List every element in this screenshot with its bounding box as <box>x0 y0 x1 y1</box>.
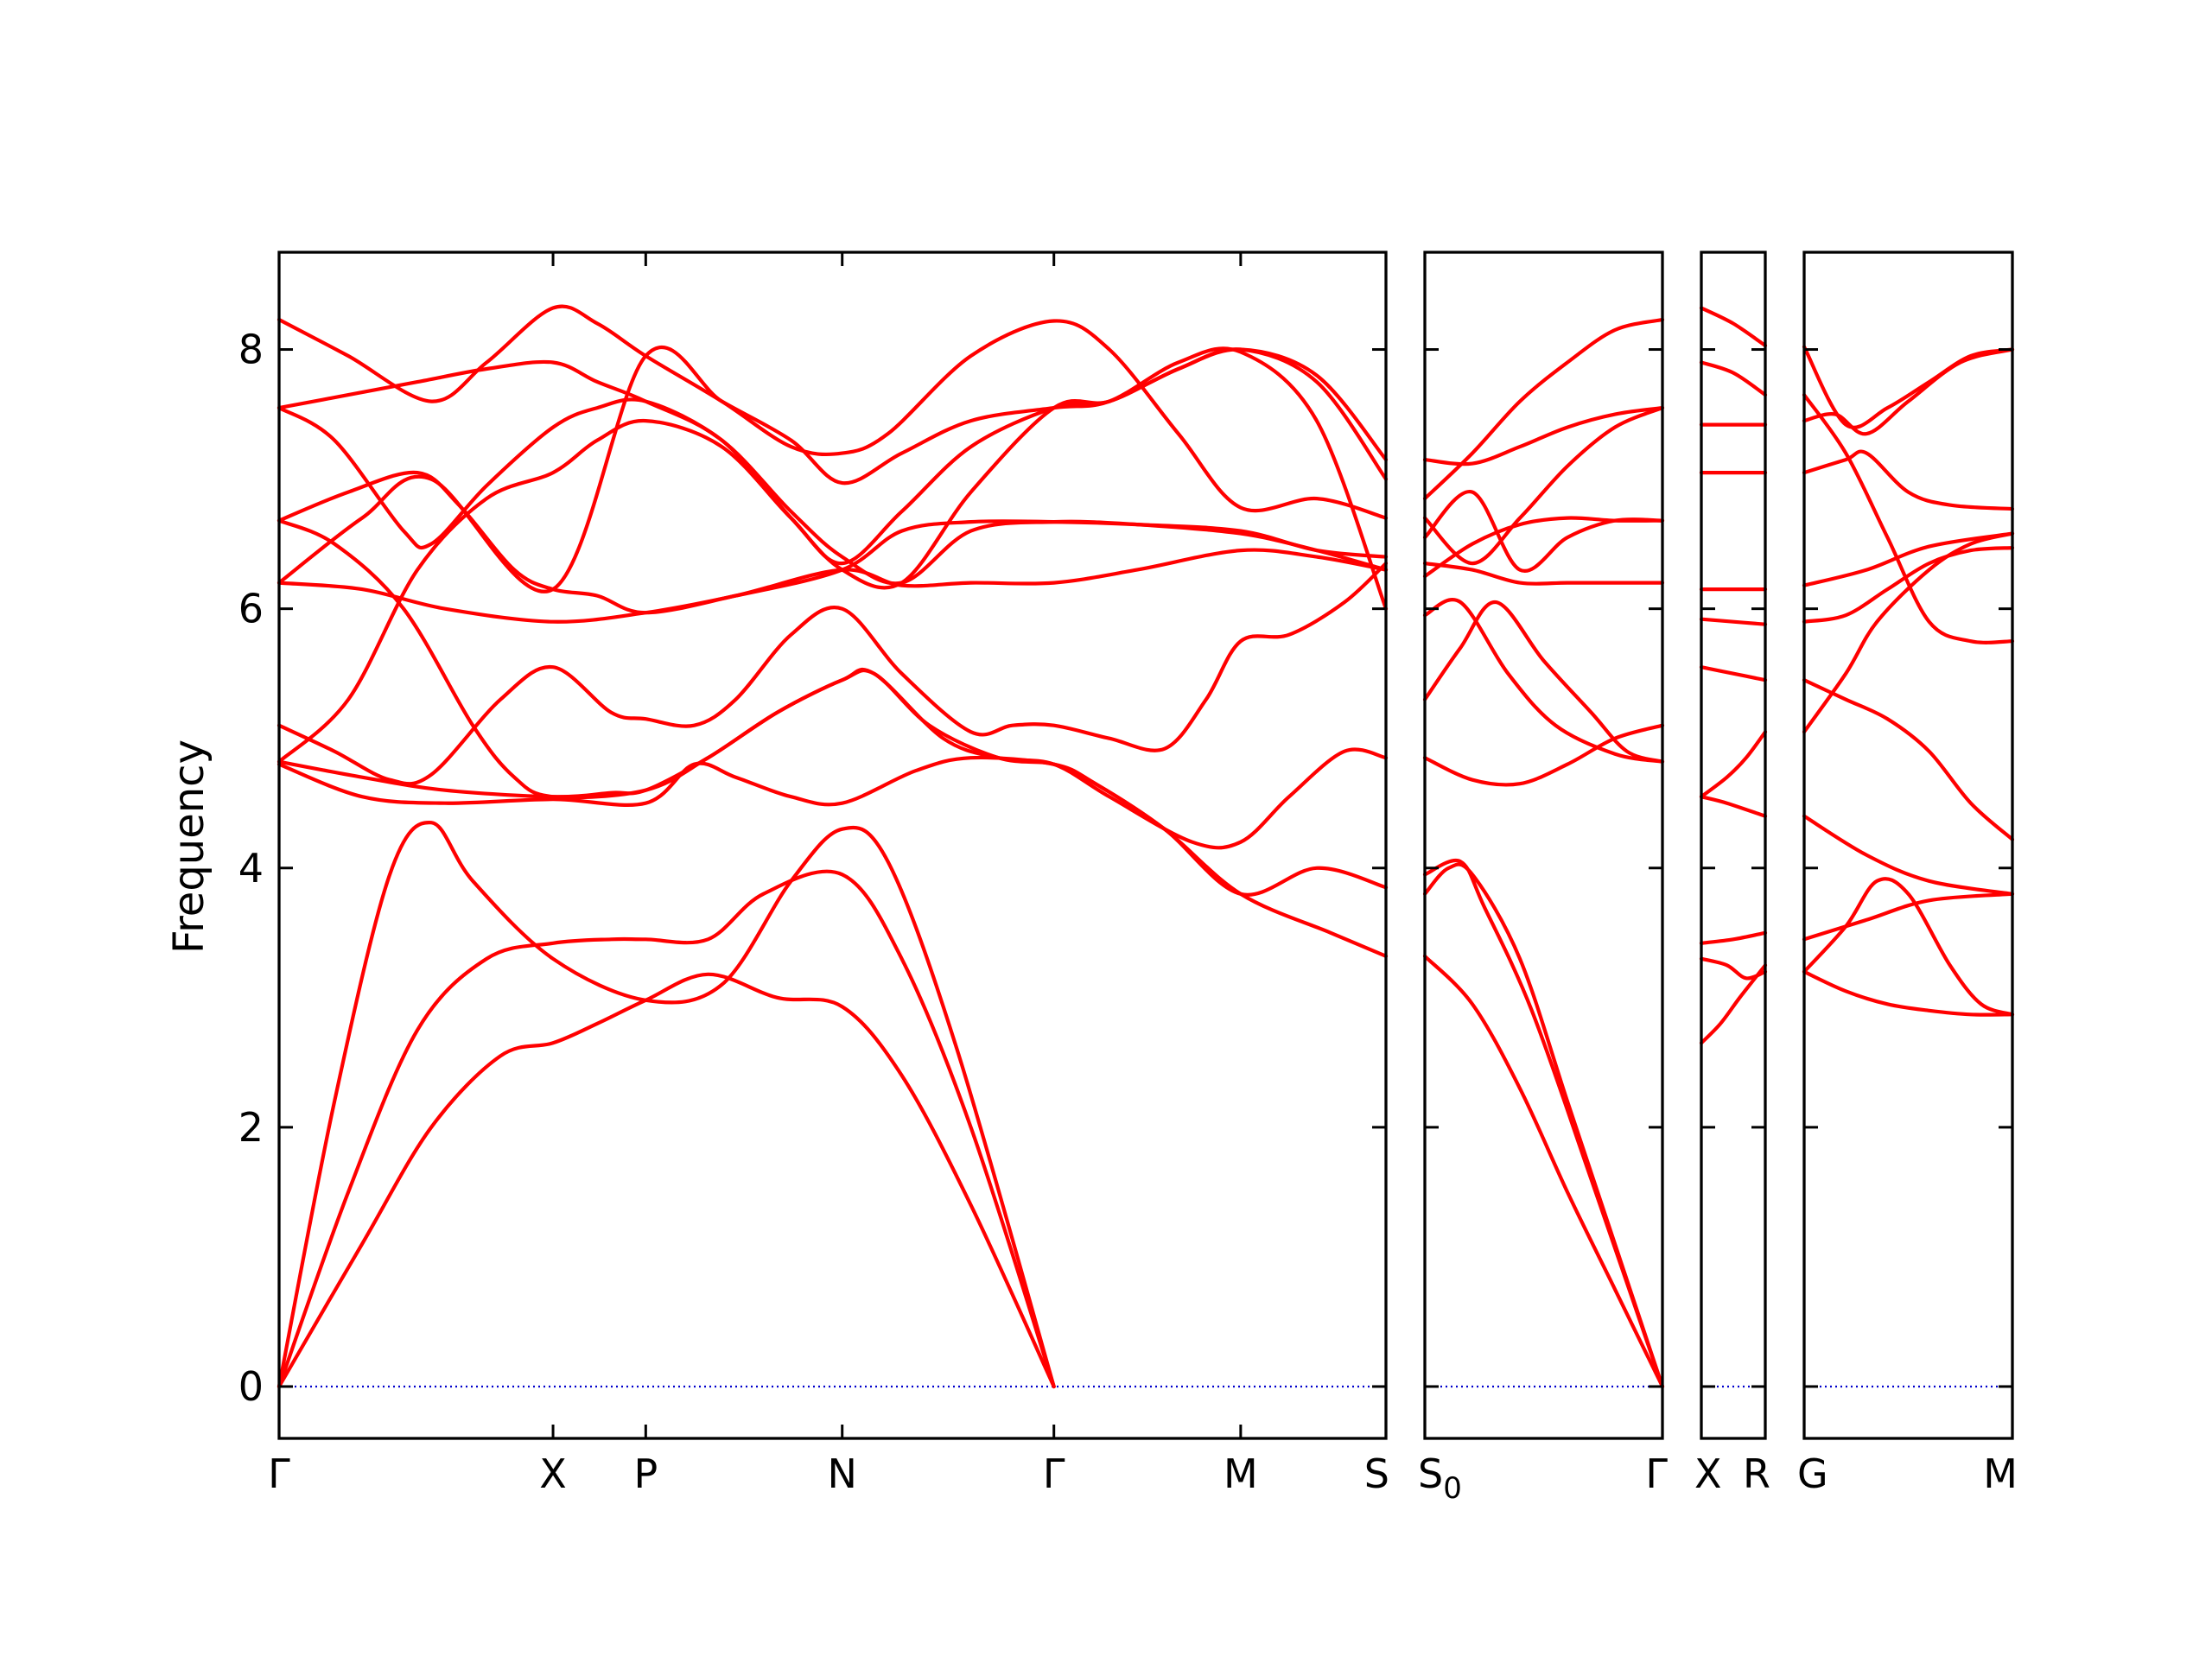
band-line-p3-b5 <box>1802 531 2015 734</box>
band-line-p3-b4 <box>1802 678 2015 841</box>
band-line-p1-b10 <box>1422 406 1665 467</box>
band-line-p3-b0 <box>1802 969 2015 1017</box>
band-line-p2-b10 <box>1699 360 1768 397</box>
y-tick-label: 2 <box>238 1104 264 1151</box>
band-line-p0-b5 <box>276 562 1389 786</box>
k-point-label: P <box>633 1450 658 1497</box>
k-point-label: Γ <box>1645 1450 1668 1497</box>
band-line-p2-b6 <box>1699 617 1768 626</box>
band-line-p3-b7 <box>1802 531 2015 587</box>
band-line-p2-b4 <box>1699 730 1768 799</box>
y-tick-label: 6 <box>238 586 264 632</box>
k-point-label: S <box>1364 1450 1389 1497</box>
band-line-p1-b11 <box>1422 317 1665 501</box>
band-line-p1-b2 <box>1422 954 1665 1389</box>
y-axis-label: Frequency <box>165 739 213 954</box>
y-tick-label: 0 <box>238 1363 264 1410</box>
band-line-p0-b1 <box>276 869 1056 1389</box>
k-point-label: S0 <box>1418 1450 1462 1506</box>
band-line-p1-b3 <box>1422 723 1665 787</box>
k-point-label: R <box>1743 1450 1770 1497</box>
band-line-p0-b12 <box>276 304 1389 520</box>
band-line-p3-b11 <box>1802 345 2015 429</box>
k-point-label: G <box>1797 1450 1828 1497</box>
k-point-label: X <box>1694 1450 1722 1497</box>
band-line-p2-b1 <box>1699 956 1768 981</box>
band-line-p0-b13 <box>276 346 1389 611</box>
panel-frame <box>1802 251 2014 1440</box>
band-line-p3-b8 <box>1802 449 2015 511</box>
band-line-p1-b1 <box>1422 858 1665 1389</box>
panel-frame <box>1423 251 1664 1440</box>
k-point-label: M <box>1983 1450 2018 1497</box>
band-line-p1-b0 <box>1422 862 1665 1389</box>
panel-frame <box>277 251 1388 1440</box>
band-line-p2-b3 <box>1699 795 1768 818</box>
band-line-p0-b0 <box>276 821 1056 1389</box>
k-point-label: M <box>1224 1450 1258 1497</box>
y-tick-label: 4 <box>238 845 264 892</box>
band-line-p1-b9 <box>1422 406 1665 566</box>
k-point-label: X <box>539 1450 567 1497</box>
panel-frame <box>1700 251 1767 1440</box>
band-line-p1-b5 <box>1422 598 1665 764</box>
band-line-p0-b6 <box>276 548 1389 624</box>
band-line-p2-b0 <box>1699 963 1768 1045</box>
y-tick-label: 8 <box>238 327 264 373</box>
band-line-p1-b6 <box>1422 562 1665 586</box>
band-line-p0-b11 <box>276 347 1389 590</box>
band-line-p1-b8 <box>1422 490 1665 574</box>
k-point-label: Γ <box>268 1450 290 1497</box>
band-line-p1-b4 <box>1422 600 1665 764</box>
band-line-p0-b3 <box>276 755 1389 958</box>
band-line-p3-b3 <box>1802 814 2015 896</box>
band-line-p3-b6 <box>1802 546 2015 624</box>
band-line-p3-b10 <box>1802 347 2015 436</box>
band-line-p0-b10 <box>276 397 1389 586</box>
band-line-p0-b9 <box>276 347 1389 764</box>
k-point-label: N <box>827 1450 856 1497</box>
band-line-p0-b2 <box>276 972 1056 1389</box>
band-line-p0-b7 <box>276 518 1389 850</box>
band-line-p3-b2 <box>1802 892 2015 942</box>
band-line-p0-b4 <box>276 669 1389 897</box>
band-line-p3-b9 <box>1802 393 2015 644</box>
band-line-p2-b11 <box>1699 306 1768 348</box>
band-line-p2-b2 <box>1699 930 1768 945</box>
band-line-p0-b8 <box>276 470 1389 615</box>
k-point-label: Γ <box>1043 1450 1065 1497</box>
band-line-p2-b5 <box>1699 665 1768 682</box>
band-line-p3-b1 <box>1802 877 2015 1017</box>
